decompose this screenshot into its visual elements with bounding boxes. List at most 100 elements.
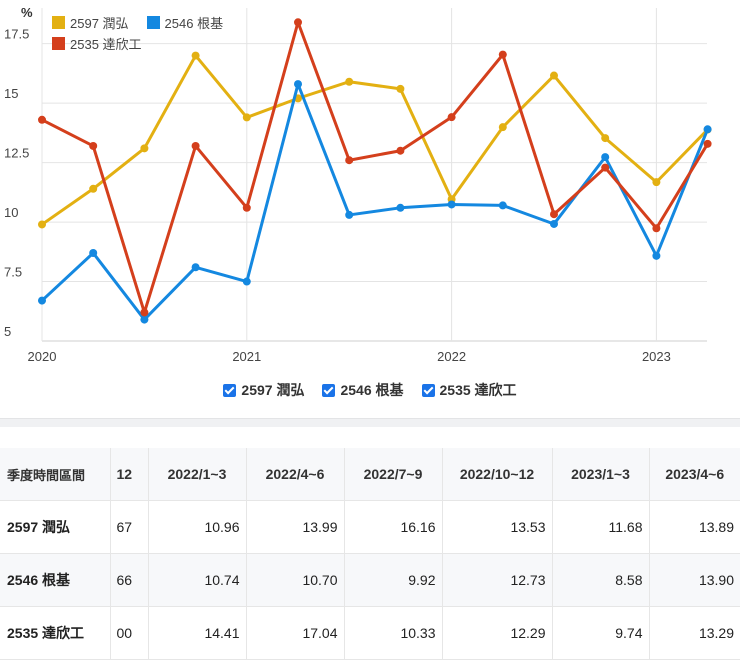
- section-divider: [0, 418, 740, 427]
- header-cell: 2023/1~3: [551, 448, 649, 501]
- legend-label-2546: 2546 根基: [164, 16, 224, 31]
- header-period-label: 季度時間區間: [0, 448, 110, 501]
- data-point: [140, 315, 149, 324]
- table-cell: 8.58: [551, 553, 649, 607]
- row-label: 2546 根基: [0, 553, 110, 607]
- data-point: [601, 163, 610, 172]
- series-layer: [38, 18, 712, 324]
- table-cell: 10.33: [343, 606, 442, 660]
- data-point: [345, 156, 354, 165]
- x-tick-label: 2023: [642, 349, 671, 364]
- table-cell: 13.90: [648, 553, 740, 607]
- y-tick-label: 7.5: [4, 265, 22, 280]
- table-row: 2546 根基 66 10.74 10.70 9.92 12.73 8.58 1…: [0, 553, 740, 607]
- data-point: [652, 178, 661, 187]
- legend-swatch-2535: [52, 37, 65, 50]
- data-point: [89, 184, 98, 193]
- table-cell: 10.70: [245, 553, 344, 607]
- data-point: [38, 296, 46, 305]
- data-point: [396, 146, 405, 155]
- data-point: [140, 308, 149, 317]
- data-point: [38, 220, 46, 229]
- header-cell: 2023/4~6: [648, 448, 740, 501]
- data-point: [498, 50, 507, 59]
- table-cell: 9.92: [343, 553, 442, 607]
- legend-swatch-2546: [146, 16, 160, 29]
- table-cell: 13.53: [441, 500, 552, 554]
- header-cell-partial: 12: [109, 448, 148, 501]
- data-point: [242, 203, 251, 212]
- table-cell-partial: 00: [109, 606, 148, 660]
- data-point: [550, 219, 558, 228]
- chart-legend: 2597 潤弘 2546 根基 2535 達欣工: [52, 12, 241, 54]
- data-point: [498, 201, 507, 210]
- table-cell: 13.99: [245, 500, 344, 554]
- table-cell: 9.74: [551, 606, 649, 660]
- legend-item-2597[interactable]: 2597 潤弘: [52, 13, 129, 32]
- series-toggle-label: 2546 根基: [340, 382, 404, 398]
- legend-item-2535[interactable]: 2535 達欣工: [52, 34, 142, 53]
- header-cell: 2022/7~9: [343, 448, 442, 501]
- series-toggle-2597[interactable]: 2597 潤弘: [223, 380, 304, 400]
- y-tick-label: 17.5: [4, 27, 29, 42]
- data-point: [89, 141, 98, 150]
- series-toggle-2535[interactable]: 2535 達欣工: [421, 380, 517, 400]
- table-header-row: 季度時間區間 12 2022/1~3 2022/4~6 2022/7~9 202…: [0, 448, 740, 501]
- y-tick-label: 12.5: [4, 146, 29, 161]
- series-toggle-2546[interactable]: 2546 根基: [322, 380, 404, 400]
- data-point: [447, 113, 456, 122]
- series-line-0: [41, 54, 709, 226]
- table-cell-partial: 66: [109, 553, 148, 607]
- y-tick-label: 5: [4, 324, 11, 339]
- data-point: [191, 141, 200, 150]
- x-tick-label: 2021: [232, 349, 261, 364]
- header-cell: 2022/4~6: [245, 448, 344, 501]
- data-point: [652, 224, 661, 233]
- table-cell: 11.68: [551, 500, 649, 554]
- header-cell: 2022/1~3: [147, 448, 246, 501]
- grid-layer: [41, 8, 707, 342]
- series-line-2: [41, 20, 709, 314]
- data-point: [652, 251, 661, 260]
- checkbox-checked-icon[interactable]: [421, 383, 435, 397]
- row-label: 2597 潤弘: [0, 500, 110, 554]
- data-point: [396, 203, 405, 212]
- data-point: [498, 123, 507, 132]
- data-point: [601, 134, 610, 143]
- table-row: 2535 達欣工 00 14.41 17.04 10.33 12.29 9.74…: [0, 606, 740, 660]
- data-table: 季度時間區間 12 2022/1~3 2022/4~6 2022/7~9 202…: [0, 448, 740, 660]
- data-point: [396, 84, 405, 93]
- x-tick-label: 2020: [28, 349, 57, 364]
- data-point: [294, 80, 302, 89]
- data-point: [447, 200, 456, 209]
- table-cell-partial: 67: [109, 500, 148, 554]
- data-point: [294, 18, 302, 27]
- table-cell: 12.73: [441, 553, 552, 607]
- data-point: [89, 248, 98, 257]
- x-tick-label: 2022: [437, 349, 466, 364]
- table-cell: 16.16: [343, 500, 442, 554]
- legend-item-2546[interactable]: 2546 根基: [146, 13, 224, 32]
- legend-label-2535: 2535 達欣工: [70, 37, 142, 52]
- data-point: [703, 139, 712, 148]
- chart-svg: 5 7.5 10 12.5 15 17.5 2020 2021 2022 2023: [4, 8, 712, 364]
- checkbox-checked-icon[interactable]: [223, 383, 237, 397]
- legend-swatch-2597: [52, 16, 65, 29]
- line-chart: 5 7.5 10 12.5 15 17.5 2020 2021 2022 2023 % 2597 …: [4, 5, 712, 364]
- tick-layer: 5 7.5 10 12.5 15 17.5 2020 2021 2022 2023: [4, 27, 671, 364]
- table-cell: 17.04: [245, 606, 344, 660]
- data-point: [140, 144, 149, 153]
- table-cell: 12.29: [441, 606, 552, 660]
- series-line-1: [40, 82, 709, 322]
- table-cell: 14.41: [147, 606, 246, 660]
- checkbox-checked-icon[interactable]: [322, 383, 336, 397]
- series-toggle-bar: 2597 潤弘 2546 根基 2535 達欣工: [0, 380, 740, 400]
- series-toggle-label: 2597 潤弘: [241, 382, 305, 398]
- table-cell: 13.29: [648, 606, 740, 660]
- table-row: 2597 潤弘 67 10.96 13.99 16.16 13.53 11.68…: [0, 500, 740, 554]
- data-point: [550, 210, 558, 219]
- row-label: 2535 達欣工: [0, 606, 110, 660]
- table-cell: 13.89: [648, 500, 740, 554]
- series-toggle-label: 2535 達欣工: [439, 382, 517, 398]
- data-point: [550, 71, 558, 80]
